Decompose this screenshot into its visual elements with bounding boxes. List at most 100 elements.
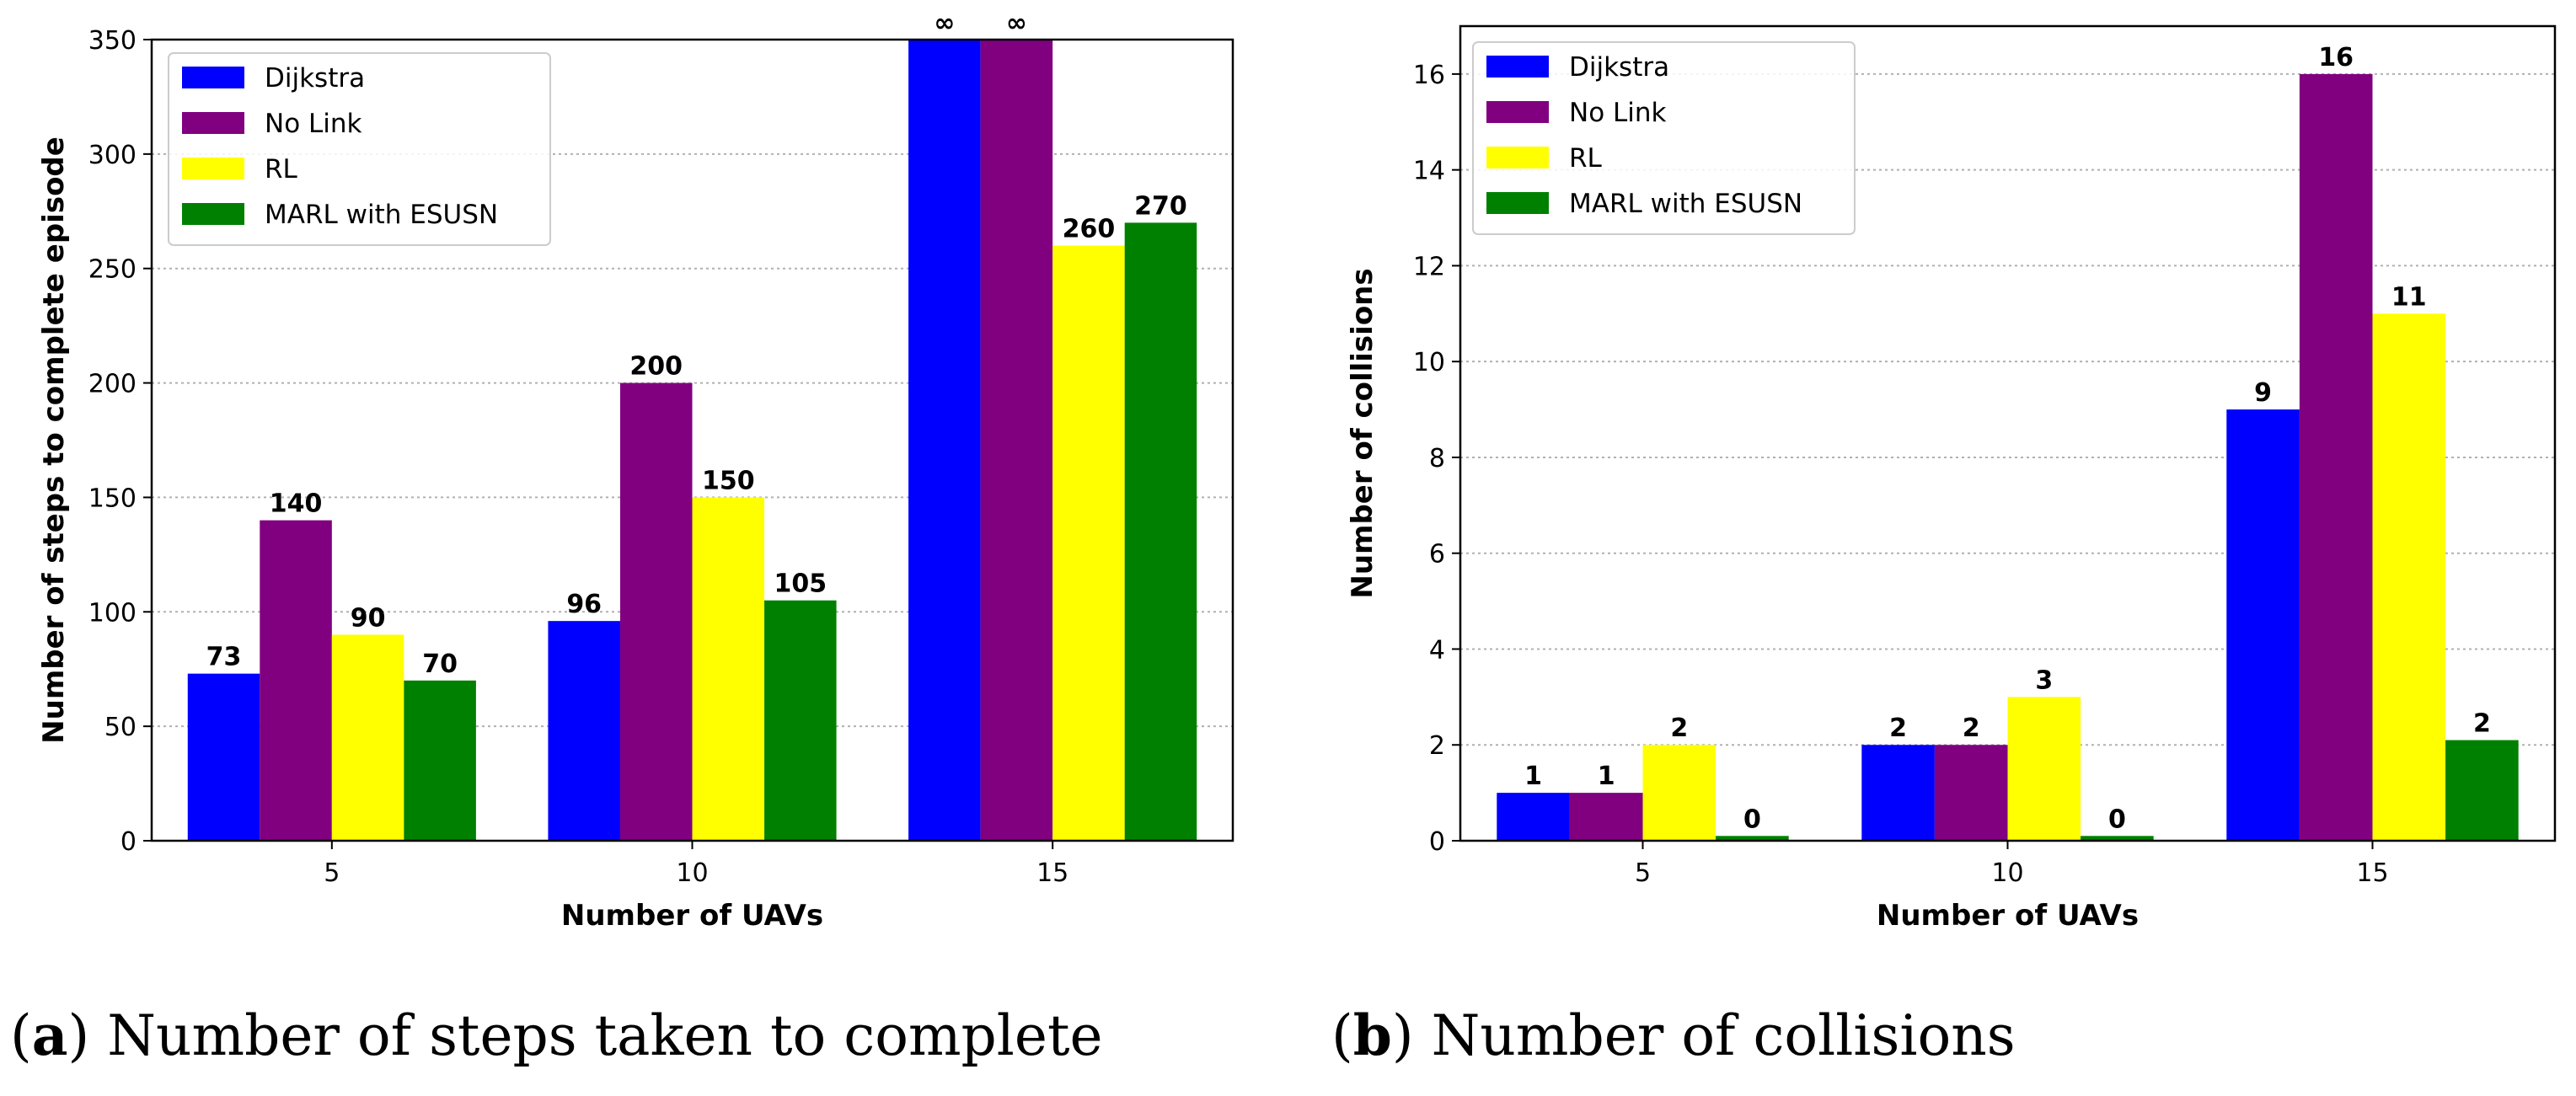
data-label: 9	[2254, 378, 2272, 408]
ytick-label: 150	[88, 484, 137, 513]
bar-no-link-5	[260, 520, 332, 841]
ytick-label: 2	[1429, 731, 1445, 761]
xtick-label: 15	[1036, 858, 1068, 888]
bar-marl-with-esusn-15	[2445, 740, 2519, 841]
legend-swatch	[182, 112, 244, 134]
data-label: 90	[351, 603, 386, 633]
data-label: ∞	[934, 8, 955, 38]
bar-marl-with-esusn-10	[2081, 836, 2154, 841]
y-axis-title: Number of steps to complete episode	[37, 136, 71, 744]
bar-no-link-10	[1934, 745, 2008, 841]
legend-label: MARL with ESUSN	[1569, 189, 1802, 219]
data-label: 2	[2473, 709, 2491, 739]
caption-a-letter: a	[31, 1002, 68, 1068]
bar-rl-10	[2007, 697, 2081, 841]
bar-rl-5	[1642, 745, 1716, 841]
bar-dijkstra-5	[1497, 793, 1570, 841]
legend-box	[1472, 41, 1856, 235]
ytick-label: 50	[104, 713, 137, 742]
data-label: 270	[1134, 191, 1187, 221]
data-label: 2	[1963, 714, 1980, 743]
legend-label: Dijkstra	[1569, 52, 1669, 83]
bar-dijkstra-15	[2226, 409, 2300, 841]
data-label: 70	[422, 650, 458, 679]
legend-swatch	[182, 203, 244, 225]
data-label: 0	[1743, 805, 1761, 834]
data-label: 150	[702, 466, 755, 495]
legend-label: No Link	[1569, 98, 1667, 128]
ytick-label: 350	[88, 26, 137, 56]
ytick-label: 300	[88, 141, 137, 170]
bar-rl-10	[692, 497, 765, 841]
caption-b-text: Number of collisions	[1413, 1003, 2016, 1068]
data-label: 96	[566, 590, 602, 619]
bar-dijkstra-10	[1861, 745, 1935, 841]
bar-marl-with-esusn-5	[1716, 836, 1789, 841]
legend-swatch	[182, 67, 244, 88]
data-label: 73	[206, 643, 242, 672]
legend-label: RL	[265, 154, 298, 184]
ytick-label: 0	[1429, 827, 1445, 857]
plot-frame	[150, 38, 1234, 842]
ytick-label: 4	[1429, 635, 1445, 665]
ytick-label: 0	[120, 827, 137, 857]
data-label: 200	[629, 352, 683, 382]
ytick-label: 6	[1429, 540, 1445, 569]
ytick-label: 16	[1413, 61, 1445, 90]
data-label: 260	[1063, 215, 1116, 244]
data-label: 3	[2035, 666, 2053, 695]
legend-label: RL	[1569, 143, 1603, 174]
xtick-label: 10	[676, 858, 708, 888]
legend-swatch	[1486, 56, 1549, 78]
caption-b: (b) Number of collisions	[1331, 1002, 2016, 1068]
ytick-label: 10	[1413, 348, 1445, 377]
legend-swatch	[1486, 101, 1549, 123]
ytick-label: 8	[1429, 444, 1445, 473]
caption-a-text: Number of steps taken to complete	[89, 1003, 1103, 1068]
bar-marl-with-esusn-5	[404, 680, 476, 841]
legend-label: No Link	[265, 109, 362, 139]
xtick-label: 15	[2356, 858, 2388, 888]
data-label: 2	[1670, 714, 1688, 743]
data-label: ∞	[1006, 8, 1027, 38]
data-label: 0	[2108, 805, 2126, 834]
bar-marl-with-esusn-10	[764, 600, 837, 841]
chart-a-steps: 0 50 100 150 200 250 300 350 73 140 90 70 5 96 200 150 1…	[37, 8, 1234, 933]
legend-box	[168, 52, 551, 246]
legend-label: Dijkstra	[265, 63, 365, 94]
xtick-label: 5	[324, 858, 340, 888]
bar-marl-with-esusn-15	[1124, 222, 1197, 841]
data-label: 1	[1524, 762, 1542, 791]
bar-dijkstra-15	[908, 40, 981, 841]
plot-frame	[1459, 24, 2557, 842]
caption-a: (a) Number of steps taken to complete	[10, 1002, 1103, 1068]
data-label: 11	[2391, 282, 2427, 312]
ytick-label: 200	[88, 370, 137, 399]
x-axis-title: Number of UAVs	[1877, 899, 2139, 933]
ytick-label: 250	[88, 255, 137, 285]
legend-swatch	[1486, 147, 1549, 168]
data-label: 2	[1889, 714, 1907, 743]
bar-no-link-10	[619, 382, 693, 842]
bar-no-link-15	[980, 40, 1053, 841]
data-label: 1	[1598, 762, 1615, 791]
legend-swatch	[1486, 192, 1549, 214]
data-label: 105	[774, 569, 827, 599]
y-axis-title: Number of collisions	[1346, 268, 1379, 598]
caption-b-letter: b	[1352, 1002, 1392, 1068]
ytick-label: 12	[1413, 252, 1445, 281]
bar-no-link-15	[2299, 73, 2373, 842]
bar-no-link-5	[1569, 793, 1643, 841]
bar-dijkstra-5	[187, 673, 260, 841]
bar-dijkstra-10	[548, 621, 620, 841]
xtick-label: 10	[1991, 858, 2023, 888]
xtick-label: 5	[1635, 858, 1651, 888]
data-label: 140	[270, 489, 323, 519]
bar-rl-15	[1052, 245, 1125, 841]
ytick-label: 100	[88, 598, 137, 628]
legend-label: MARL with ESUSN	[265, 200, 498, 230]
ytick-label: 14	[1413, 157, 1445, 186]
bar-rl-5	[331, 634, 404, 841]
